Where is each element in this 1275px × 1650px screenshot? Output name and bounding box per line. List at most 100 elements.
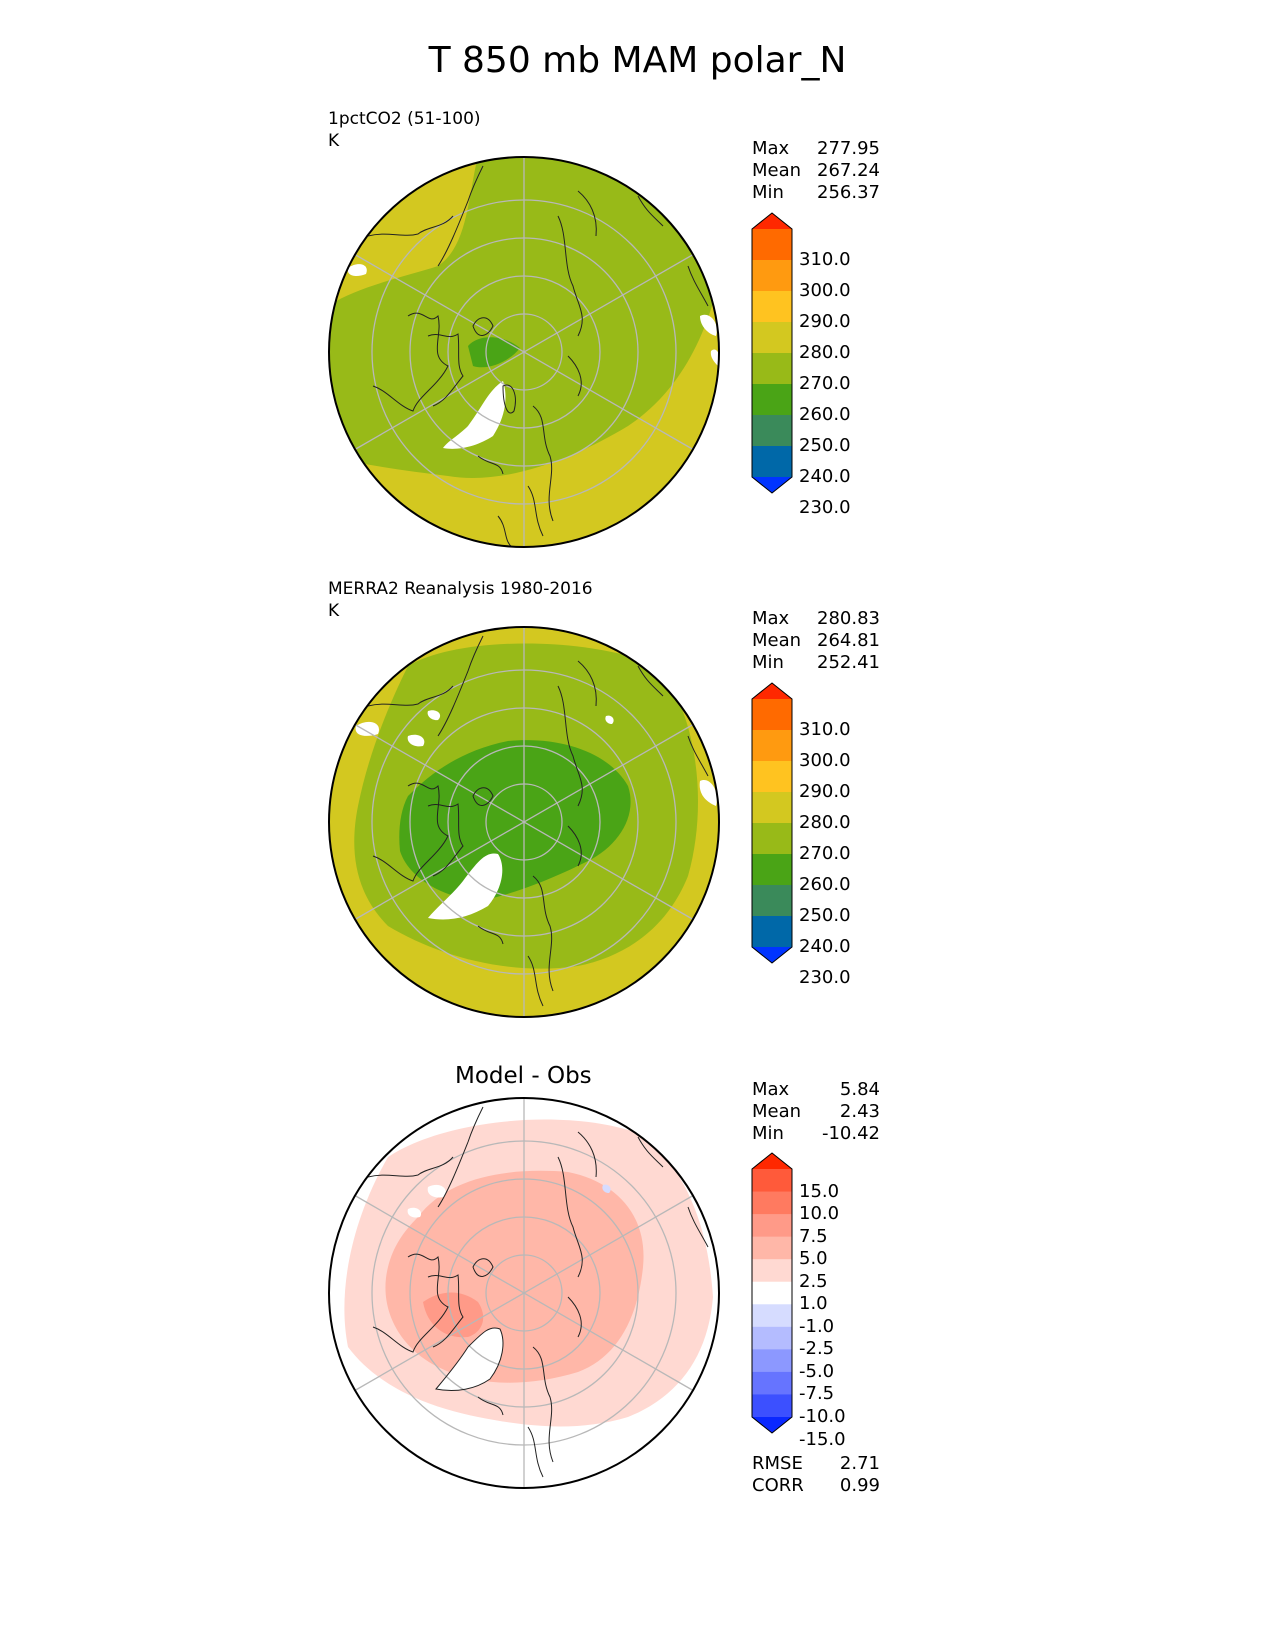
greenland-mask <box>428 853 503 920</box>
stat-max-label: Max <box>752 138 790 159</box>
colorbar-tick-label: 230.0 <box>799 497 851 518</box>
graticule <box>353 157 695 547</box>
colorbar-extend-bottom <box>752 477 792 493</box>
missing-data <box>407 734 425 747</box>
panel-2-title: MERRA2 Reanalysis 1980-2016 K <box>328 578 593 622</box>
stat-min-value: 256.37 <box>817 182 880 203</box>
colorbar-swatch <box>752 260 792 292</box>
polar-map-3 <box>328 1097 720 1489</box>
greenland-mask <box>443 381 506 449</box>
colorbar-swatch <box>752 916 792 948</box>
colorbar-swatch <box>752 1259 792 1283</box>
map-boundary <box>328 626 720 1018</box>
field-5-7.5 <box>423 1292 484 1338</box>
polar-map-1 <box>328 156 720 548</box>
colorbar-swatch <box>752 1349 792 1373</box>
colorbar-extend-top <box>752 213 792 229</box>
stat-min-label: Min <box>752 182 784 203</box>
missing-data <box>605 715 614 724</box>
colorbar-swatch <box>752 1371 792 1395</box>
colorbar-outline <box>751 1152 793 1434</box>
colorbar-tick-label: 10.0 <box>799 1203 840 1225</box>
colorbar-extend-bottom <box>752 947 792 963</box>
map-boundary <box>328 156 720 548</box>
colorbar-swatch <box>752 446 792 478</box>
panel-3-metrics: RMSE 2.71 CORR 0.99 <box>752 1453 880 1497</box>
colorbar-tick-label: 290.0 <box>799 781 851 802</box>
stat-max-value: 280.83 <box>817 608 880 629</box>
colorbar-tick-label: 5.0 <box>799 1248 828 1270</box>
coastlines <box>367 1106 709 1478</box>
missing-data <box>347 264 367 276</box>
polar-map-2 <box>328 626 720 1018</box>
colorbar-outline <box>751 212 793 494</box>
graticule <box>353 627 695 1017</box>
rmse-label: RMSE <box>752 1453 803 1474</box>
colorbar-2 <box>751 682 793 964</box>
missing-data <box>355 721 379 736</box>
negative-patch <box>602 1184 611 1193</box>
colorbar-3 <box>751 1152 793 1434</box>
colorbar-tick-label: 310.0 <box>799 719 851 740</box>
colorbar-tick-label: -2.5 <box>799 1338 835 1360</box>
colorbar-1 <box>751 212 793 494</box>
colorbar-swatch <box>752 1214 792 1238</box>
colorbar-tick-label: 7.5 <box>799 1225 828 1247</box>
colorbar-swatch <box>752 229 792 261</box>
colorbar-swatch <box>752 761 792 793</box>
panel-2-label: MERRA2 Reanalysis 1980-2016 <box>328 579 593 599</box>
stat-mean-value: 267.24 <box>817 160 880 181</box>
stat-mean-label: Mean <box>752 160 802 181</box>
colorbar-swatch <box>752 353 792 385</box>
figure-title: T 850 mb MAM polar_N <box>428 40 847 81</box>
colorbar-tick-label: 280.0 <box>799 342 851 363</box>
colorbar-tick-label: 300.0 <box>799 280 851 301</box>
stat-min-value: 252.41 <box>817 652 880 673</box>
stat-mean-value: 2.43 <box>839 1101 880 1122</box>
panel-2-stats: Max 280.83 Mean 264.81 Min 252.41 <box>752 608 880 674</box>
panel-2-units: K <box>328 601 340 621</box>
missing-data <box>710 349 719 366</box>
colorbar-swatch <box>752 415 792 447</box>
stat-max-label: Max <box>752 608 790 629</box>
corr-value: 0.99 <box>839 1475 880 1496</box>
panel-1-units: K <box>328 131 340 151</box>
colorbar-swatch <box>752 699 792 731</box>
colorbar-tick-label: -15.0 <box>799 1428 846 1450</box>
colorbar-tick-label: -10.0 <box>799 1406 846 1427</box>
colorbar-swatch <box>752 1326 792 1350</box>
stat-mean-value: 264.81 <box>817 630 880 651</box>
colorbar-swatch <box>752 384 792 416</box>
missing-data <box>427 1184 446 1198</box>
colorbar-tick-label: -7.5 <box>799 1383 835 1405</box>
colorbar-tick-label: 1.0 <box>799 1293 828 1315</box>
stat-mean-label: Mean <box>752 1101 802 1122</box>
colorbar-swatch <box>752 730 792 762</box>
colorbar-swatch <box>752 792 792 824</box>
stat-max-label: Max <box>752 1079 790 1100</box>
colorbar-swatch <box>752 322 792 354</box>
colorbar-swatch <box>752 1394 792 1418</box>
coastlines <box>367 635 709 1007</box>
colorbar-extend-bottom <box>752 1417 792 1433</box>
colorbar-swatch <box>752 1169 792 1193</box>
stat-min-value: -10.42 <box>821 1123 880 1144</box>
colorbar-swatch <box>752 1236 792 1260</box>
colorbar-extend-top <box>752 1153 792 1169</box>
panel-3-stats: Max 5.84 Mean 2.43 Min -10.42 <box>752 1079 880 1145</box>
colorbar-tick-label: 2.5 <box>799 1270 828 1292</box>
colorbar-tick-label: 250.0 <box>799 905 851 926</box>
colorbar-tick-label: 240.0 <box>799 466 851 487</box>
missing-data <box>699 780 717 806</box>
colorbar-tick-label: -1.0 <box>799 1315 835 1337</box>
colorbar-extend-top <box>752 683 792 699</box>
coastlines <box>367 165 709 547</box>
colorbar-tick-label: 310.0 <box>799 249 851 270</box>
colorbar-swatch <box>752 291 792 323</box>
colorbar-tick-label: 300.0 <box>799 750 851 771</box>
panel-1-label: 1pctCO2 (51-100) <box>328 109 481 129</box>
missing-data <box>427 710 441 721</box>
stat-min-label: Min <box>752 652 784 673</box>
greenland-mask <box>436 1327 503 1391</box>
colorbar-swatch <box>752 885 792 917</box>
